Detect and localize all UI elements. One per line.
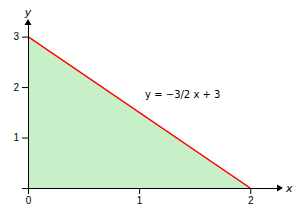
tick: 0 [26,188,32,206]
tick-label: 2 [248,195,254,206]
tick-label: 2 [13,82,19,93]
tick-mark [139,188,140,194]
filled-region [28,37,250,188]
tick-label: 0 [26,195,32,206]
tick-label: 1 [137,195,143,206]
tick: 2 [248,188,254,206]
tick-mark [22,188,28,189]
plot-area [28,37,250,188]
axis-line [29,188,279,189]
tick-mark [22,138,28,139]
tick-mark [28,188,29,194]
chart: 0 1 2 1 2 3 x y y = −3/2 x + 3 [0,0,300,210]
tick-label: 3 [13,31,19,42]
tick [22,188,28,189]
x-axis-label: x [285,182,293,195]
tick-mark [250,188,251,194]
tick: 3 [13,31,28,42]
tick-mark [22,37,28,38]
axis-line [28,25,29,189]
x-axis: 0 1 2 [26,188,279,206]
arrow-head [25,19,32,25]
arrow-head [277,185,283,192]
annotation: y = −3/2 x + 3 [145,89,220,100]
tick-label: 1 [13,132,19,143]
tick: 2 [13,82,28,93]
line [28,37,250,188]
tick: 1 [13,132,28,143]
y-axis-label: y [24,6,32,19]
y-axis: 1 2 3 [13,25,28,189]
tick: 1 [137,188,143,206]
tick-mark [22,87,28,88]
